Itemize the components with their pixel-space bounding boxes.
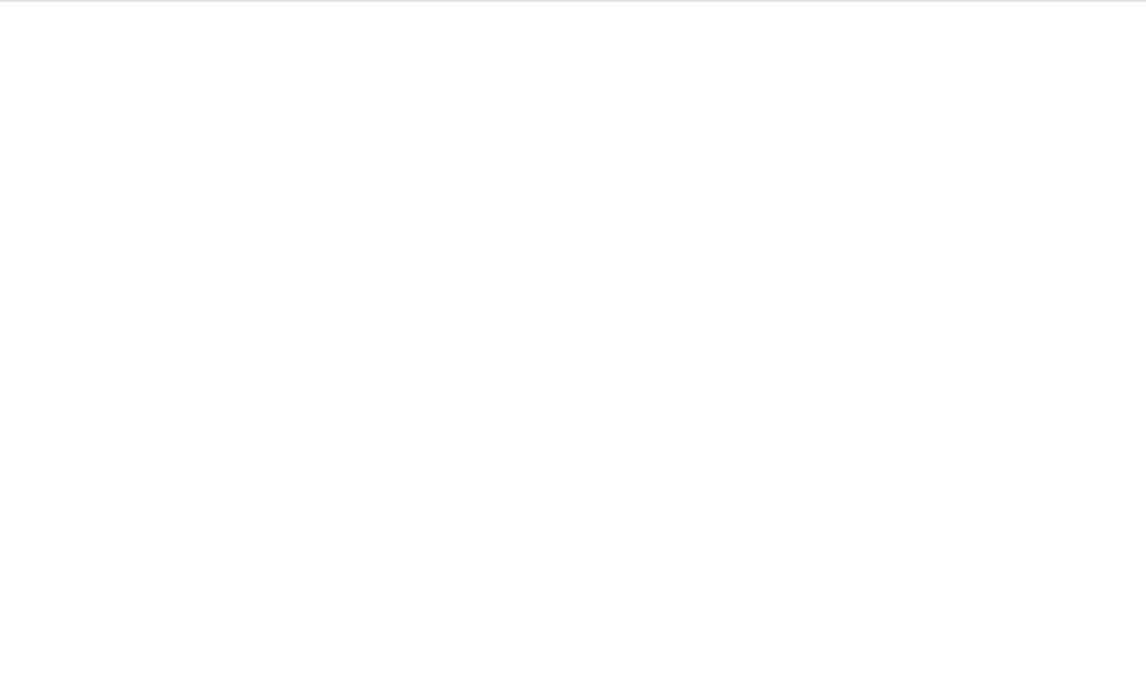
top-border bbox=[0, 0, 1146, 3]
